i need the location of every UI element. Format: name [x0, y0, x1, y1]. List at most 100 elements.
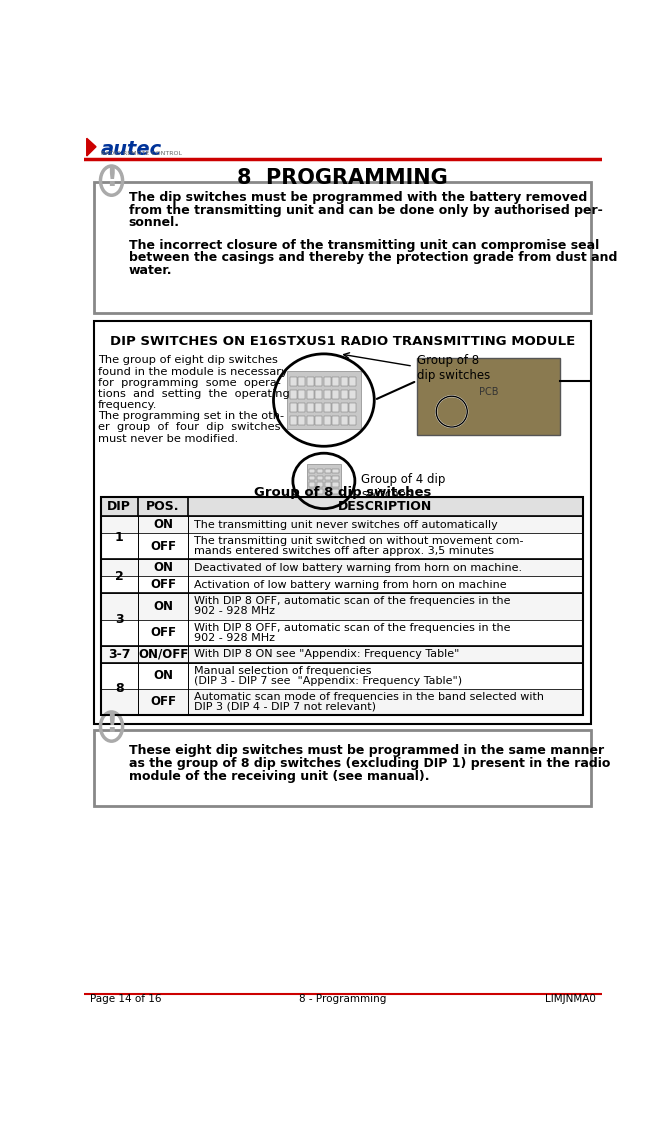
FancyBboxPatch shape: [324, 469, 331, 474]
Text: 902 - 928 MHz: 902 - 928 MHz: [195, 606, 276, 616]
Text: frequency.: frequency.: [98, 400, 157, 410]
Text: ON/OFF: ON/OFF: [138, 648, 188, 661]
FancyBboxPatch shape: [307, 416, 314, 426]
FancyBboxPatch shape: [332, 416, 339, 426]
Text: RADIO REMOTE CONTROL: RADIO REMOTE CONTROL: [100, 151, 182, 155]
FancyBboxPatch shape: [307, 390, 314, 399]
Text: LIMJNMA0: LIMJNMA0: [545, 994, 596, 1004]
FancyBboxPatch shape: [100, 517, 583, 534]
Text: for  programming  some  opera-: for programming some opera-: [98, 377, 280, 387]
Text: DIP 3 (DIP 4 - DIP 7 not relevant): DIP 3 (DIP 4 - DIP 7 not relevant): [195, 702, 377, 712]
FancyBboxPatch shape: [100, 646, 583, 663]
FancyBboxPatch shape: [324, 390, 331, 399]
Text: With DIP 8 ON see "Appendix: Frequency Table": With DIP 8 ON see "Appendix: Frequency T…: [195, 649, 460, 659]
FancyBboxPatch shape: [100, 577, 583, 594]
FancyBboxPatch shape: [315, 377, 322, 386]
Text: sonnel.: sonnel.: [128, 216, 179, 229]
Text: must never be modified.: must never be modified.: [98, 434, 237, 443]
Text: ON: ON: [153, 562, 173, 574]
FancyBboxPatch shape: [324, 403, 331, 412]
Text: DIP: DIP: [107, 500, 131, 513]
FancyBboxPatch shape: [341, 390, 348, 399]
FancyBboxPatch shape: [341, 377, 348, 386]
Text: With DIP 8 OFF, automatic scan of the frequencies in the: With DIP 8 OFF, automatic scan of the fr…: [195, 623, 511, 632]
FancyBboxPatch shape: [298, 403, 305, 412]
FancyBboxPatch shape: [332, 377, 339, 386]
Text: !: !: [105, 164, 118, 193]
Text: tions  and  setting  the  operating: tions and setting the operating: [98, 389, 289, 399]
FancyBboxPatch shape: [332, 489, 339, 494]
Text: 902 - 928 MHz: 902 - 928 MHz: [195, 632, 276, 642]
Text: 8 - Programming: 8 - Programming: [299, 994, 387, 1004]
FancyBboxPatch shape: [298, 416, 305, 426]
Text: DIP SWITCHES ON E16STXUS1 RADIO TRANSMITTING MODULE: DIP SWITCHES ON E16STXUS1 RADIO TRANSMIT…: [110, 334, 575, 348]
FancyBboxPatch shape: [349, 416, 357, 426]
FancyBboxPatch shape: [100, 594, 583, 620]
FancyBboxPatch shape: [100, 663, 583, 689]
Text: The dip switches must be programmed with the battery removed: The dip switches must be programmed with…: [128, 191, 587, 204]
Text: Manual selection of frequencies: Manual selection of frequencies: [195, 666, 372, 675]
Text: OFF: OFF: [150, 627, 176, 639]
Text: !: !: [105, 710, 118, 739]
Text: Automatic scan mode of frequencies in the band selected with: Automatic scan mode of frequencies in th…: [195, 692, 545, 702]
Text: DESCRIPTION: DESCRIPTION: [339, 500, 433, 513]
Text: 8  PROGRAMMING: 8 PROGRAMMING: [237, 169, 448, 188]
Text: The group of eight dip switches: The group of eight dip switches: [98, 356, 278, 366]
FancyBboxPatch shape: [317, 489, 323, 494]
FancyBboxPatch shape: [290, 390, 297, 399]
Text: Deactivated of low battery warning from horn on machine.: Deactivated of low battery warning from …: [195, 563, 522, 573]
Text: autec: autec: [100, 139, 162, 159]
FancyBboxPatch shape: [290, 403, 297, 412]
FancyBboxPatch shape: [341, 416, 348, 426]
FancyBboxPatch shape: [309, 489, 315, 494]
FancyBboxPatch shape: [349, 377, 357, 386]
FancyBboxPatch shape: [298, 390, 305, 399]
Text: module of the receiving unit (see manual).: module of the receiving unit (see manual…: [128, 770, 429, 783]
FancyBboxPatch shape: [332, 403, 339, 412]
FancyBboxPatch shape: [349, 390, 357, 399]
FancyBboxPatch shape: [309, 476, 315, 480]
FancyBboxPatch shape: [317, 483, 323, 487]
Text: as the group of 8 dip switches (excluding DIP 1) present in the radio: as the group of 8 dip switches (excludin…: [128, 757, 610, 770]
FancyBboxPatch shape: [94, 731, 591, 806]
FancyBboxPatch shape: [298, 377, 305, 386]
FancyBboxPatch shape: [315, 403, 322, 412]
FancyBboxPatch shape: [332, 483, 339, 487]
Text: 2: 2: [115, 570, 124, 582]
FancyBboxPatch shape: [332, 469, 339, 474]
FancyBboxPatch shape: [324, 377, 331, 386]
Text: ON: ON: [153, 600, 173, 613]
FancyBboxPatch shape: [287, 370, 361, 429]
Text: mands entered switches off after approx. 3,5 minutes: mands entered switches off after approx.…: [195, 546, 494, 556]
FancyBboxPatch shape: [100, 689, 583, 715]
Text: OFF: OFF: [150, 696, 176, 708]
FancyBboxPatch shape: [100, 497, 583, 517]
Text: The programming set in the oth-: The programming set in the oth-: [98, 411, 284, 421]
FancyBboxPatch shape: [94, 182, 591, 313]
Text: 8: 8: [115, 682, 124, 696]
FancyBboxPatch shape: [341, 403, 348, 412]
Text: OFF: OFF: [150, 578, 176, 591]
Text: The transmitting unit switched on without movement com-: The transmitting unit switched on withou…: [195, 536, 524, 546]
FancyBboxPatch shape: [324, 476, 331, 480]
FancyBboxPatch shape: [332, 390, 339, 399]
Text: PCB: PCB: [479, 387, 498, 398]
Text: 3-7: 3-7: [108, 648, 130, 661]
Text: Activation of low battery warning from horn on machine: Activation of low battery warning from h…: [195, 580, 507, 590]
FancyBboxPatch shape: [324, 483, 331, 487]
Text: POS.: POS.: [147, 500, 180, 513]
FancyBboxPatch shape: [307, 377, 314, 386]
Text: Group of 8 dip switches: Group of 8 dip switches: [254, 486, 432, 500]
Text: With DIP 8 OFF, automatic scan of the frequencies in the: With DIP 8 OFF, automatic scan of the fr…: [195, 596, 511, 606]
Text: from the transmitting unit and can be done only by authorised per-: from the transmitting unit and can be do…: [128, 204, 602, 216]
Text: between the casings and thereby the protection grade from dust and: between the casings and thereby the prot…: [128, 252, 617, 264]
Polygon shape: [87, 138, 96, 156]
FancyBboxPatch shape: [317, 476, 323, 480]
FancyBboxPatch shape: [349, 403, 357, 412]
FancyBboxPatch shape: [324, 489, 331, 494]
Text: The transmitting unit never switches off automatically: The transmitting unit never switches off…: [195, 520, 498, 530]
FancyBboxPatch shape: [309, 469, 315, 474]
Text: 1: 1: [115, 531, 124, 544]
Text: found in the module is necessary: found in the module is necessary: [98, 367, 287, 376]
Text: er  group  of  four  dip  switches: er group of four dip switches: [98, 423, 280, 433]
